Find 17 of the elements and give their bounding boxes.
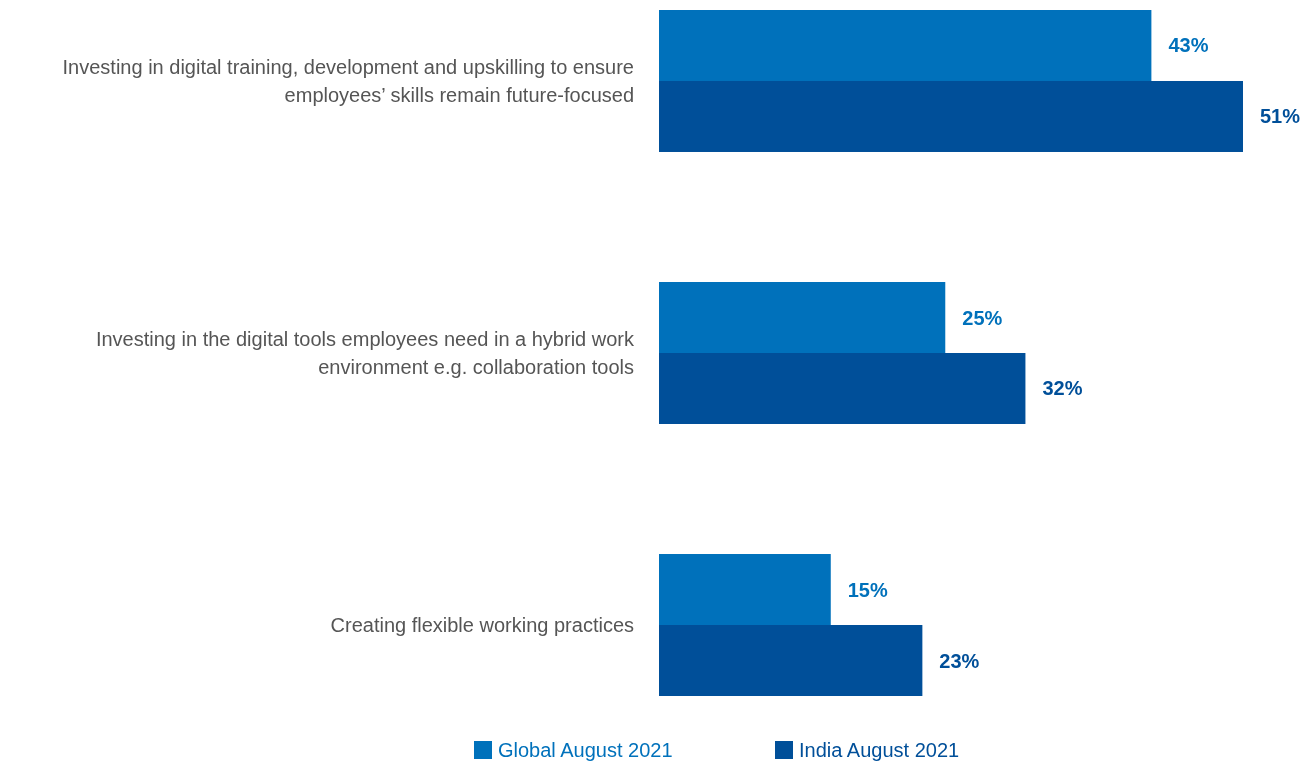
bar (659, 353, 1026, 424)
y-tick-label: Creating flexible working practices (330, 614, 634, 637)
legend-label: India August 2021 (799, 739, 960, 761)
data-label: 32% (1042, 377, 1083, 400)
bar (659, 282, 946, 353)
data-label: 43% (1168, 34, 1209, 57)
data-label: 25% (962, 306, 1003, 329)
bar (659, 625, 923, 696)
y-tick-label: Investing in the digital tools employees need in a hybrid work environment e.g. collaboration tools (95, 328, 635, 378)
data-label: 15% (847, 578, 889, 601)
data-label: 51% (1260, 105, 1301, 128)
bar (659, 10, 1152, 81)
y-tick-label: Investing in digital training, development and upskilling to ensure employees’ skills remain future-focused (62, 55, 634, 106)
bar (659, 80, 1243, 152)
bar (659, 554, 831, 626)
data-label: 23% (939, 649, 980, 672)
legend-label: Global August 2021 (498, 739, 673, 761)
